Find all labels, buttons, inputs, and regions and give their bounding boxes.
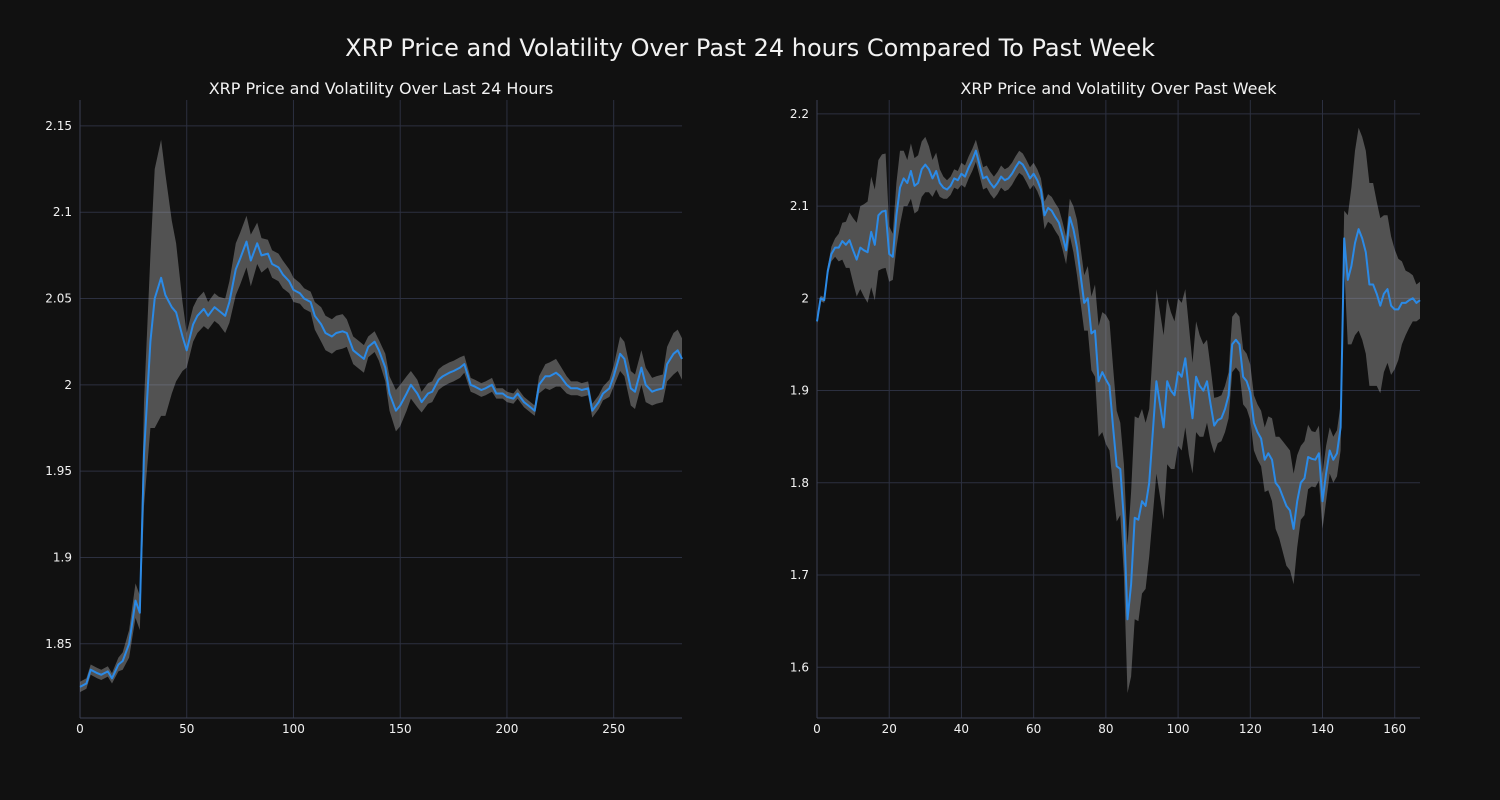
x-tick-label: 40 — [954, 722, 969, 736]
x-tick-label: 50 — [179, 722, 194, 736]
chart-1: 0 50 100 150 200 250 1.85 1.9 1.95 2 2.05 2.1 2.15 XR… — [45, 79, 683, 736]
x-tick-label: 0 — [813, 722, 821, 736]
price-line — [79, 240, 683, 688]
y-tick-label: 1.95 — [45, 464, 72, 478]
y-tick-label: 2.2 — [790, 107, 809, 121]
volatility-band — [817, 127, 1420, 694]
x-tick-label: 100 — [1167, 722, 1190, 736]
y-tick-label: 1.9 — [790, 384, 809, 398]
x-tick-label: 0 — [76, 722, 84, 736]
y-tick-label: 2.1 — [53, 205, 72, 219]
x-tick-label: 20 — [882, 722, 897, 736]
volatility-band — [80, 139, 682, 693]
subplot-title: XRP Price and Volatility Over Past Week — [960, 79, 1277, 98]
x-tick-label: 100 — [282, 722, 305, 736]
x-tick-label: 250 — [602, 722, 625, 736]
x-tick-label: 60 — [1026, 722, 1041, 736]
y-tick-label: 1.9 — [53, 550, 72, 564]
price-line — [816, 149, 1421, 621]
y-tick-label: 2 — [64, 378, 72, 392]
y-tick-label: 2.1 — [790, 199, 809, 213]
y-tick-label: 2.15 — [45, 119, 72, 133]
x-tick-label: 160 — [1383, 722, 1406, 736]
x-tick-label: 140 — [1311, 722, 1334, 736]
y-tick-label: 1.7 — [790, 568, 809, 582]
subplot-title: XRP Price and Volatility Over Last 24 Ho… — [209, 79, 554, 98]
figure-title: XRP Price and Volatility Over Past 24 ho… — [345, 34, 1155, 62]
chart-2: 0 20 40 60 80 100 120 140 160 1.6 1.7 1.8 1.9 2 2.1 2.2… — [790, 79, 1421, 736]
y-tick-label: 1.85 — [45, 637, 72, 651]
x-tick-label: 120 — [1239, 722, 1262, 736]
x-tick-label: 80 — [1098, 722, 1113, 736]
x-tick-label: 200 — [495, 722, 518, 736]
y-tick-label: 1.6 — [790, 660, 809, 674]
x-tick-label: 150 — [389, 722, 412, 736]
y-tick-label: 2 — [801, 291, 809, 305]
y-tick-label: 2.05 — [45, 292, 72, 306]
y-tick-label: 1.8 — [790, 476, 809, 490]
